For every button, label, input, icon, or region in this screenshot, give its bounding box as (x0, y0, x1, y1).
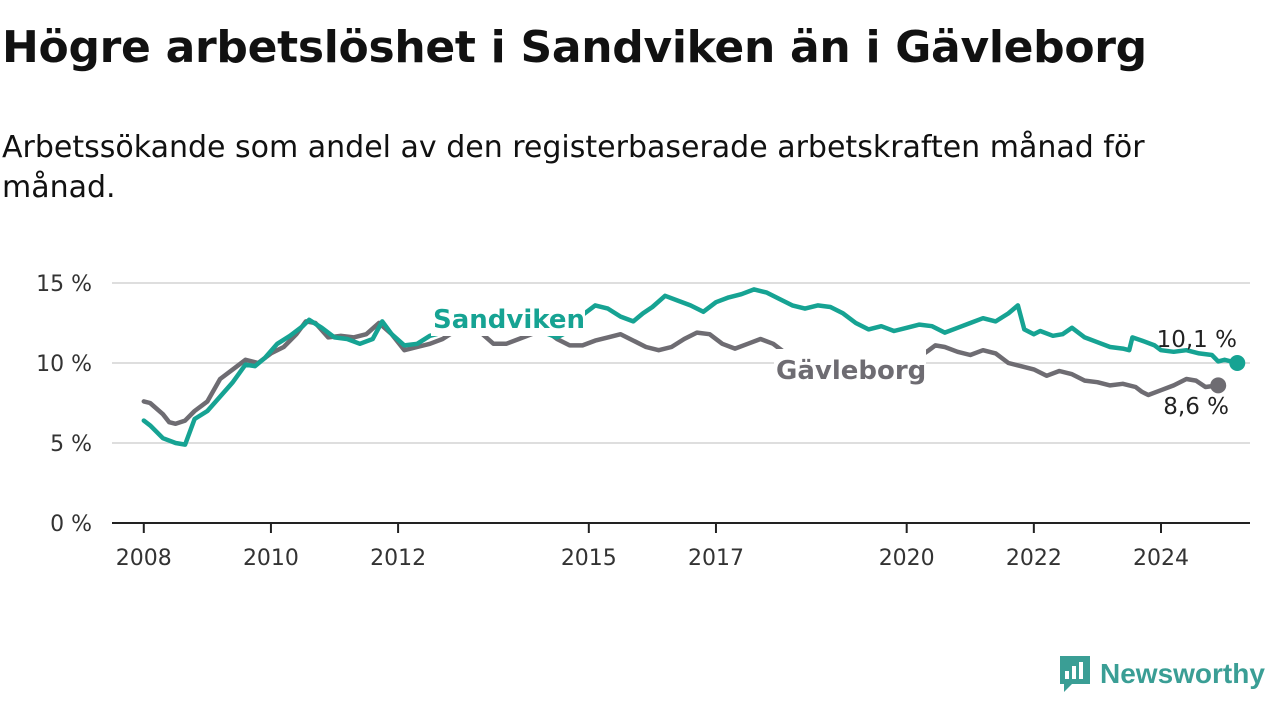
chart-subtitle: Arbetssökande som andel av den registerb… (2, 130, 1145, 205)
bar-chart-speech-bubble-icon (1060, 656, 1090, 692)
series-label-sandviken-background (431, 302, 585, 336)
x-tick-label: 2024 (1133, 546, 1189, 571)
end-label-gavleborg: 8,6 % (1163, 394, 1229, 420)
x-tick-label: 2017 (688, 546, 744, 571)
brand-name: Newsworthy (1100, 658, 1265, 689)
series-label-gavleborg-background (774, 349, 926, 387)
y-tick-label: 10 % (36, 352, 92, 377)
x-tick-label: 2020 (879, 546, 935, 571)
x-tick-label: 2012 (370, 546, 426, 571)
series-label-sandviken: Sandviken (433, 305, 585, 335)
end-point-gavleborg (1210, 377, 1227, 394)
x-tick-label: 2022 (1006, 546, 1062, 571)
newsworthy-logo: Newsworthy (1058, 652, 1265, 696)
x-tick-label: 2015 (561, 546, 617, 571)
series-label-gavleborg: Gävleborg (776, 356, 926, 386)
x-tick-label: 2008 (116, 546, 172, 571)
end-label-sandviken: 10,1 % (1157, 327, 1237, 353)
x-tick-label: 2010 (243, 546, 299, 571)
y-tick-label: 15 % (36, 272, 92, 297)
y-tick-label: 0 % (50, 512, 92, 537)
end-point-sandviken (1229, 355, 1246, 371)
y-tick-label: 5 % (50, 432, 92, 457)
series-line-sandviken (141, 287, 1240, 447)
chart-title: Högre arbetslöshet i Sandviken än i Gävl… (2, 22, 1147, 73)
